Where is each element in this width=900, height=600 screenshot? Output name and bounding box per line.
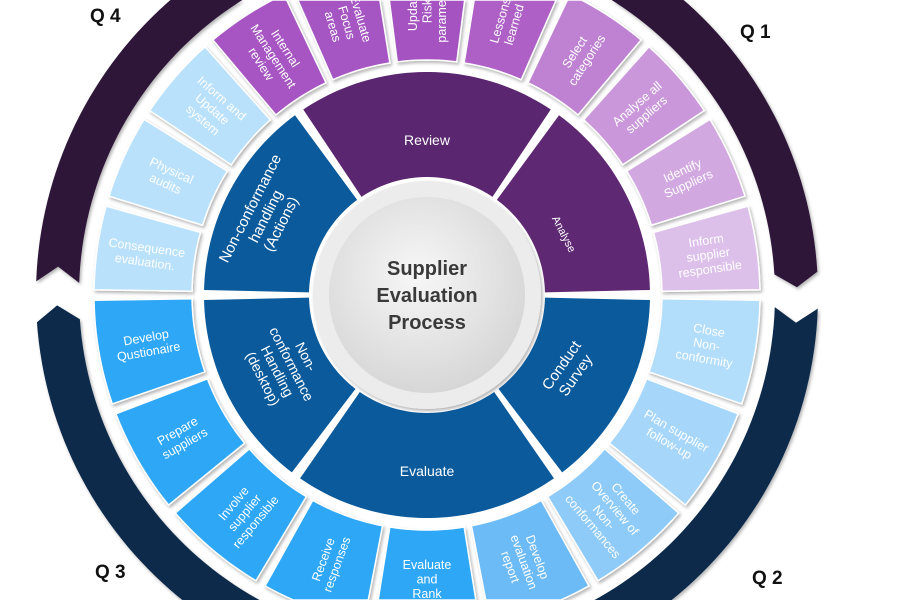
- label-line: Inform: [688, 231, 725, 250]
- activity-segment-shape: [174, 447, 308, 582]
- center-title: Supplier Evaluation Process: [376, 258, 477, 334]
- activity-segment-shape: [93, 205, 202, 293]
- activity-segment: DevelopQustionaire: [93, 297, 206, 405]
- activity-segment: Developevaluationreport: [470, 499, 590, 600]
- activity-segment-shape: [211, 0, 328, 117]
- activity-segment-shape: [463, 0, 557, 81]
- center-circle: [329, 197, 525, 393]
- activity-segment-shape: [652, 205, 761, 293]
- phase-segment-shape: [303, 72, 551, 197]
- center-hub: Supplier Evaluation Process: [313, 181, 541, 409]
- label-line: Risk: [420, 0, 434, 23]
- phase-analyse: Analyse: [496, 115, 650, 293]
- label-line: and: [417, 572, 438, 586]
- activity-segment: EvaluateFocusareas: [297, 0, 391, 81]
- activity-segment: Informsupplierresponsible: [652, 205, 761, 293]
- label-line: parameters: [435, 0, 449, 43]
- quarter-label-q2: Q 2: [752, 568, 783, 589]
- quarter-label-q1: Q 1: [740, 22, 771, 43]
- label-line: supplier: [686, 245, 731, 265]
- activity-segment: Consequenceevaluation.: [93, 205, 202, 293]
- phase-label: Evaluate: [400, 463, 455, 479]
- activity-segment-shape: [114, 377, 246, 507]
- activity-segment: Selectcategories: [526, 0, 643, 117]
- activity-segment-shape: [264, 499, 384, 600]
- activity-segment: Lessonslearned: [463, 0, 557, 81]
- center-title-line: Supplier: [387, 258, 467, 280]
- phase-segment-shape: [204, 115, 358, 293]
- activity-segment-shape: [546, 447, 680, 582]
- activity-segment: Analyse allsuppliers: [582, 45, 706, 166]
- label-line: Rank: [412, 587, 442, 600]
- phase-review: Review: [303, 72, 551, 197]
- activity-segment-shape: [388, 0, 466, 63]
- activity-segment: CloseNon-conformity: [648, 297, 761, 405]
- activity-segment: CreateOverview ofNon-conformances: [546, 447, 680, 582]
- phase-segment-shape: [498, 297, 650, 473]
- phase-segment-shape: [496, 115, 650, 293]
- phase-conduct-survey: ConductSurvey: [498, 297, 650, 473]
- phase-evaluate: Evaluate: [300, 392, 554, 518]
- label-line: Evaluate: [400, 463, 455, 479]
- phase-segment-shape: [204, 297, 356, 473]
- activity-segment-shape: [148, 45, 272, 166]
- activity-segment-shape: [297, 0, 391, 81]
- activity-segment-shape: [582, 45, 706, 166]
- activity-segment-shape: [108, 118, 229, 227]
- activity-label: UpdateRiskparameters: [406, 0, 449, 43]
- center-title-line: Evaluation: [376, 285, 477, 307]
- phase-segment-shape: [300, 392, 554, 518]
- quarter-label-q3: Q 3: [95, 562, 126, 583]
- activity-segment-shape: [648, 297, 761, 405]
- activity-segment: Physicalaudits: [108, 118, 229, 227]
- activity-segment: Plan supplierfollow-up: [608, 377, 740, 507]
- activity-segment-shape: [608, 377, 740, 507]
- outer-ring-activities: InformsupplierresponsibleIdentifySupplie…: [93, 0, 761, 600]
- phase-label: Non-conformanceHandling(desktop): [238, 317, 332, 418]
- activity-segment: Involvesupplierresponsible: [174, 447, 308, 582]
- label-line: Close: [692, 321, 726, 340]
- activity-segment-shape: [526, 0, 643, 117]
- phase-label: Review: [404, 132, 451, 148]
- label-line: Review: [404, 132, 451, 148]
- activity-segment: UpdateRiskparameters: [388, 0, 466, 63]
- activity-segment: IdentifySuppliers: [625, 118, 746, 227]
- activity-segment-shape: [93, 297, 206, 405]
- activity-label: Evaluate and Rank: [403, 558, 452, 600]
- activity-label: Informsupplierresponsible: [673, 229, 742, 280]
- phase-nonconformance-desktop: Non-conformanceHandling(desktop): [204, 297, 356, 473]
- activity-segment: Preparesuppliers: [114, 377, 246, 507]
- center-title-line: Process: [388, 312, 466, 334]
- activity-segment-shape: [377, 526, 477, 600]
- activity-segment-shape: [625, 118, 746, 227]
- label-line: Evaluate: [403, 558, 452, 572]
- label-line: Update: [406, 0, 420, 31]
- activity-segment-shape: [470, 499, 590, 600]
- activity-segment: Receiveresponses: [264, 499, 384, 600]
- activity-segment: InternalManagementreview: [211, 0, 328, 117]
- activity-segment: Evaluate and Rank: [377, 526, 477, 600]
- label-line: Non-: [692, 335, 721, 353]
- quarter-label-q4: Q 4: [90, 6, 121, 27]
